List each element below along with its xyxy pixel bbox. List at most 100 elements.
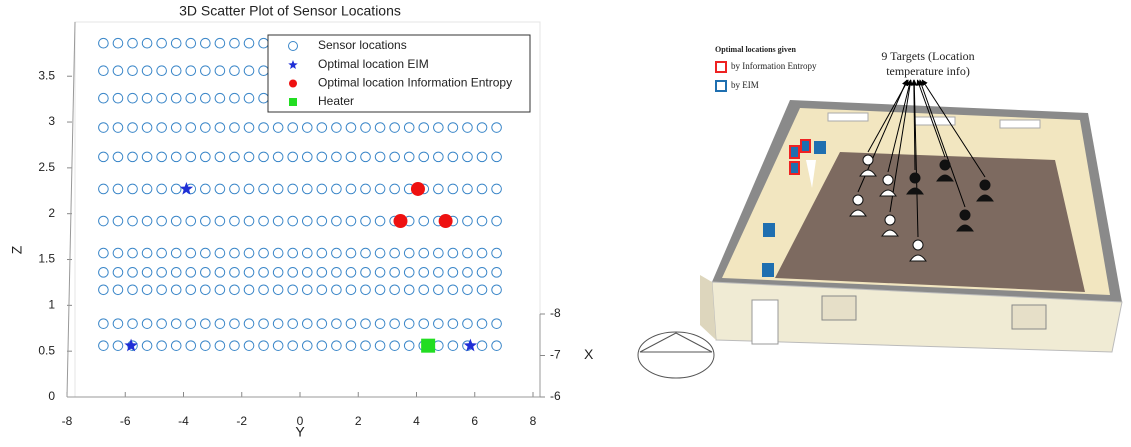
sensor-point bbox=[214, 318, 226, 329]
sensor-point bbox=[345, 183, 357, 195]
sensor-point bbox=[403, 318, 415, 329]
sensor-point bbox=[258, 247, 269, 259]
sensor-point bbox=[418, 247, 430, 259]
sensor-point bbox=[214, 340, 226, 351]
sensor-point bbox=[156, 284, 167, 296]
sensor-point bbox=[170, 318, 182, 329]
star-marker bbox=[179, 181, 194, 195]
y-tick-label: 3.5 bbox=[38, 68, 55, 82]
sensor-point bbox=[170, 215, 182, 227]
sensor-point bbox=[287, 340, 299, 351]
sensor-point bbox=[331, 284, 342, 296]
person-body bbox=[881, 229, 899, 237]
sensor-point bbox=[476, 318, 488, 329]
sensor-point bbox=[243, 65, 255, 77]
sensor-point bbox=[301, 215, 313, 227]
sensor-point bbox=[229, 318, 240, 329]
sensor-point bbox=[170, 340, 182, 351]
square-marker bbox=[289, 98, 297, 106]
sensor-point bbox=[229, 122, 240, 133]
sensor-point bbox=[374, 183, 386, 195]
compass bbox=[637, 331, 715, 379]
sensor-point bbox=[112, 318, 124, 329]
x-tick-label: 2 bbox=[355, 414, 362, 428]
targets bbox=[849, 79, 994, 262]
sensor-point bbox=[258, 122, 269, 133]
sensor-point bbox=[476, 340, 488, 351]
sensor-point bbox=[389, 151, 400, 163]
window bbox=[1011, 304, 1047, 330]
sensor-point bbox=[345, 215, 357, 227]
y-axis-label: Z bbox=[9, 245, 25, 254]
sensor-point bbox=[462, 247, 473, 259]
sensor-point bbox=[287, 267, 299, 278]
sensor-ie bbox=[800, 139, 811, 153]
sensor-point bbox=[185, 151, 197, 163]
window bbox=[821, 295, 857, 321]
targets-label: 9 Targets (Location bbox=[881, 49, 974, 63]
sensor-point bbox=[389, 122, 400, 133]
sensor-point bbox=[170, 37, 182, 49]
sensor-eim bbox=[763, 223, 775, 237]
x-tick-label: -8 bbox=[62, 414, 73, 428]
y-tick-label: 1.5 bbox=[38, 252, 55, 266]
sensor-point bbox=[418, 284, 430, 296]
star-marker bbox=[288, 60, 298, 70]
sensor-point bbox=[374, 340, 386, 351]
sensor-point bbox=[243, 267, 255, 278]
person-head bbox=[979, 179, 991, 191]
sensor-point bbox=[287, 284, 299, 296]
sensor-point bbox=[491, 340, 502, 351]
sensor-point bbox=[316, 215, 328, 227]
sensor-point bbox=[200, 247, 211, 259]
sensor-point bbox=[127, 247, 138, 259]
sensor-point bbox=[170, 92, 182, 104]
sensor-point bbox=[433, 267, 444, 278]
sensor-point bbox=[301, 284, 313, 296]
sensor-point bbox=[491, 267, 502, 278]
person-body bbox=[879, 189, 897, 197]
target-arrow bbox=[911, 79, 919, 238]
sensor-point bbox=[200, 37, 211, 49]
circle-marker bbox=[289, 79, 297, 88]
sensor-point bbox=[200, 65, 211, 77]
sensor-point bbox=[127, 284, 138, 296]
sensor-point bbox=[403, 267, 415, 278]
x-tick-label: 4 bbox=[413, 414, 420, 428]
sensor-point bbox=[272, 267, 284, 278]
sensor-point bbox=[112, 247, 124, 259]
door bbox=[751, 299, 779, 345]
sensor-point bbox=[287, 183, 299, 195]
sensor-point bbox=[447, 284, 459, 296]
sensor-point bbox=[272, 247, 284, 259]
sensor-point bbox=[258, 92, 269, 104]
sensor-point bbox=[418, 318, 430, 329]
legend-text: Heater bbox=[318, 94, 354, 108]
sensor-eim bbox=[814, 141, 826, 154]
sensor-point bbox=[170, 151, 182, 163]
star-marker bbox=[463, 338, 478, 352]
sensor-point bbox=[156, 65, 167, 77]
sensor-point bbox=[229, 92, 240, 104]
sensor-point bbox=[156, 215, 167, 227]
sensor-point bbox=[156, 340, 167, 351]
sensor-point bbox=[345, 318, 357, 329]
sensor-point bbox=[185, 318, 197, 329]
sensor-point bbox=[229, 215, 240, 227]
sensor-point bbox=[433, 122, 444, 133]
legend-swatch bbox=[715, 80, 727, 92]
x-tick-label: -6 bbox=[120, 414, 131, 428]
sensor-point bbox=[316, 284, 328, 296]
sensor-point bbox=[141, 284, 153, 296]
sensor-point bbox=[447, 151, 459, 163]
scatter-panel: 3D Scatter Plot of Sensor Locations Y Z … bbox=[9, 3, 594, 440]
sensor-point bbox=[374, 318, 386, 329]
sensor-point bbox=[185, 215, 197, 227]
sensor-point bbox=[433, 247, 444, 259]
sensor-eim bbox=[762, 263, 774, 277]
person-head bbox=[909, 172, 921, 184]
sensor-point bbox=[360, 151, 371, 163]
front-wall bbox=[711, 281, 1123, 353]
sensor-point bbox=[156, 318, 167, 329]
sensor-point bbox=[214, 247, 226, 259]
